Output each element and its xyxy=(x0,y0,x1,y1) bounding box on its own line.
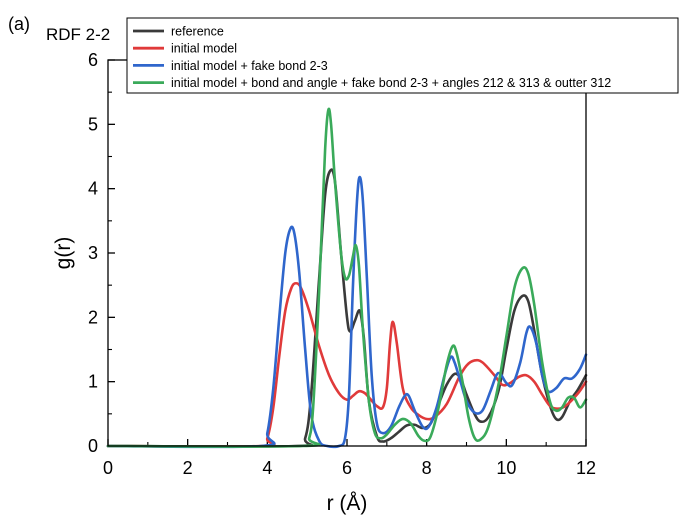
y-tick-label: 0 xyxy=(88,436,98,456)
legend: reference initial model initial model + fa… xyxy=(126,17,679,94)
y-tick-label: 6 xyxy=(88,50,98,70)
y-tick-label: 4 xyxy=(88,179,98,199)
x-tick-label: 10 xyxy=(496,458,516,478)
x-tick-label: 0 xyxy=(103,458,113,478)
x-axis-ticks: 0 2 4 6 8 10 12 xyxy=(103,439,596,478)
x-tick-label: 6 xyxy=(342,458,352,478)
x-tick-label: 12 xyxy=(576,458,596,478)
x-tick-label: 8 xyxy=(422,458,432,478)
y-axis-ticks: 0 1 2 3 4 5 6 xyxy=(88,50,115,456)
panel-label: (a) xyxy=(8,14,30,34)
legend-label-3: initial model + fake bond 2-3 xyxy=(171,59,328,73)
series-line-3 xyxy=(106,175,588,449)
y-tick-label: 1 xyxy=(88,372,98,392)
series-line-4 xyxy=(106,107,588,448)
chart-title: RDF 2-2 xyxy=(46,25,110,44)
y-tick-label: 5 xyxy=(88,114,98,134)
series-line-1 xyxy=(106,168,588,448)
legend-box xyxy=(126,17,679,94)
y-tick-label: 3 xyxy=(88,243,98,263)
x-tick-label: 2 xyxy=(183,458,193,478)
legend-label-2: initial model xyxy=(171,42,237,56)
x-tick-label: 4 xyxy=(262,458,272,478)
legend-label-1: reference xyxy=(171,25,224,39)
legend-label-4: initial model + bond and angle + fake bo… xyxy=(171,76,611,90)
y-axis-title: g(r) xyxy=(52,237,75,270)
x-axis-title: r (Å) xyxy=(327,492,368,515)
y-tick-label: 2 xyxy=(88,307,98,327)
series-line-2 xyxy=(106,281,588,448)
series-layer xyxy=(106,107,588,449)
plot-frame xyxy=(107,59,587,447)
